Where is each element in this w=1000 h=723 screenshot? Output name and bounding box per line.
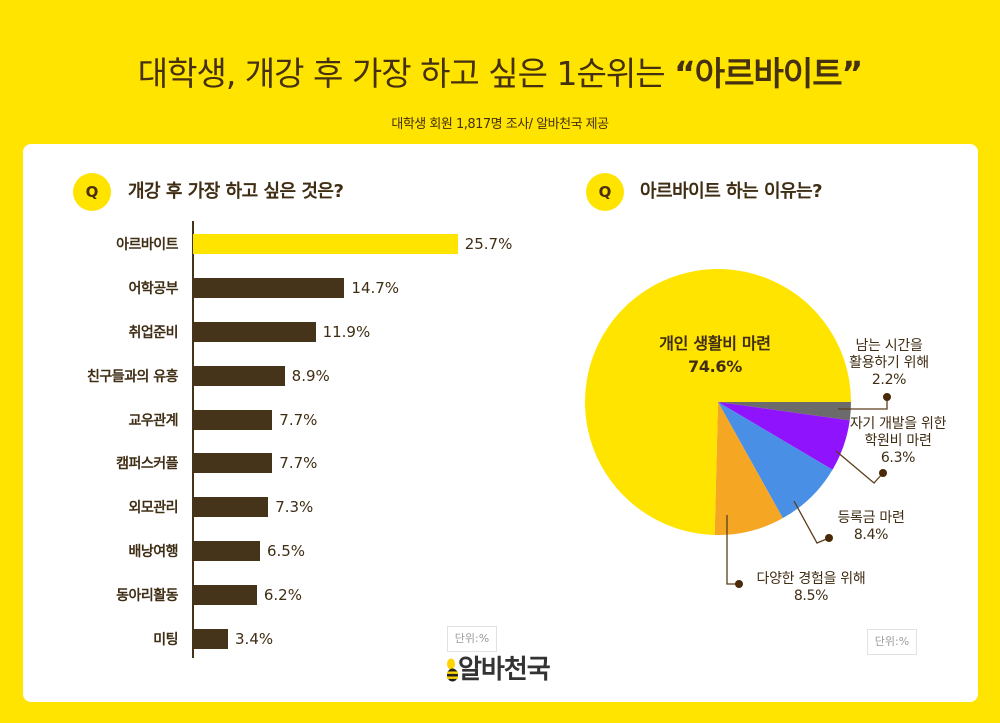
bar-row: 미팅 3.4% xyxy=(0,629,273,649)
q-badge-right: Q xyxy=(586,173,624,211)
bar-row: 캠퍼스커플 7.7% xyxy=(0,453,317,473)
bar xyxy=(193,322,316,342)
bar xyxy=(193,410,273,430)
bar xyxy=(193,541,260,561)
pie-label-value: 6.3% xyxy=(880,450,916,466)
bar-label: 미팅 xyxy=(153,632,178,648)
bar-label: 동아리활동 xyxy=(116,588,178,604)
bar-value: 7.7% xyxy=(279,411,318,429)
bar-label: 교우관계 xyxy=(128,413,178,429)
pie-label-experience: 다양한 경험을 위해 8.5% xyxy=(741,571,881,605)
bar-row: 취업준비 11.9% xyxy=(0,322,370,342)
bar-label: 친구들과의 유흥 xyxy=(86,369,179,385)
pie-label-text: 개인 생활비 마련 xyxy=(659,334,771,353)
pie-label-text: 활용하기 위해 xyxy=(849,355,929,371)
pie-label-text: 학원비 마련 xyxy=(864,433,932,449)
bar-value: 7.7% xyxy=(279,454,318,472)
bar-row: 동아리활동 6.2% xyxy=(0,585,302,605)
bar-label: 캠퍼스커플 xyxy=(116,456,178,472)
unit-label-right: 단위:% xyxy=(867,629,917,655)
title-highlight: “아르바이트” xyxy=(674,54,863,93)
pie-chart-question: 아르바이트 하는 이유는? xyxy=(640,181,823,202)
bar-value: 6.2% xyxy=(263,586,302,604)
bar-row: 교우관계 7.7% xyxy=(0,410,317,430)
bar xyxy=(193,497,269,517)
pie-label-text: 등록금 마련 xyxy=(837,510,905,526)
pie-label-value: 74.6% xyxy=(687,357,742,376)
bar-row: 어학공부 14.7% xyxy=(0,278,399,298)
pie-label-text: 다양한 경험을 위해 xyxy=(756,571,866,587)
logo-text: 알바천국 xyxy=(458,655,551,685)
bar-row: 아르바이트 25.7% xyxy=(0,234,512,254)
page-subtitle: 대학생 회원 1,817명 조사/ 알바천국 제공 xyxy=(391,117,609,132)
bee-icon xyxy=(447,658,458,682)
bar-row: 친구들과의 유흥 8.9% xyxy=(0,366,330,386)
pie-label-value: 8.5% xyxy=(793,588,829,604)
bar xyxy=(193,278,345,298)
bar xyxy=(193,234,458,254)
brand-logo: 알바천국 xyxy=(446,655,551,685)
bar xyxy=(193,629,229,649)
bar-value: 7.3% xyxy=(275,498,314,516)
pie-label-text: 자기 개발을 위한 xyxy=(849,416,947,432)
bar xyxy=(193,366,285,386)
bar-label: 취업준비 xyxy=(128,325,178,341)
bar-value: 11.9% xyxy=(322,323,371,341)
bar-value: 14.7% xyxy=(351,279,400,297)
bar-value: 6.5% xyxy=(266,542,306,560)
pie-label-text: 남는 시간을 xyxy=(855,338,923,354)
page-title: 대학생, 개강 후 가장 하고 싶은 1순위는 “아르바이트” xyxy=(0,52,1000,96)
bar-value: 25.7% xyxy=(464,235,513,253)
bar xyxy=(193,453,273,473)
bar-label: 배낭여행 xyxy=(128,544,178,560)
bar-label: 어학공부 xyxy=(128,281,178,297)
title-prefix: 대학생, 개강 후 가장 하고 싶은 1순위는 xyxy=(137,54,675,93)
bar-label: 아르바이트 xyxy=(116,237,178,253)
bar-value: 3.4% xyxy=(235,630,274,648)
bar xyxy=(193,585,257,605)
unit-label-left: 단위:% xyxy=(447,626,497,652)
bar-row: 배낭여행 6.5% xyxy=(0,541,305,561)
bar-row: 외모관리 7.3% xyxy=(0,497,313,517)
pie-label-self-development: 자기 개발을 위한 학원비 마련 6.3% xyxy=(833,416,963,467)
q-badge-left: Q xyxy=(73,173,111,211)
pie-label-value: 8.4% xyxy=(853,527,889,543)
bar-chart-question: 개강 후 가장 하고 싶은 것은? xyxy=(128,181,344,202)
pie-label-living-expenses: 개인 생활비 마련 74.6% xyxy=(615,332,815,378)
pie-label-free-time: 남는 시간을 활용하기 위해 2.2% xyxy=(829,338,949,389)
bar-chart-axis xyxy=(192,221,194,658)
pie-label-value: 2.2% xyxy=(871,372,907,388)
bar-label: 외모관리 xyxy=(128,500,178,516)
bar-value: 8.9% xyxy=(291,367,330,385)
pie-label-tuition: 등록금 마련 8.4% xyxy=(811,510,931,544)
